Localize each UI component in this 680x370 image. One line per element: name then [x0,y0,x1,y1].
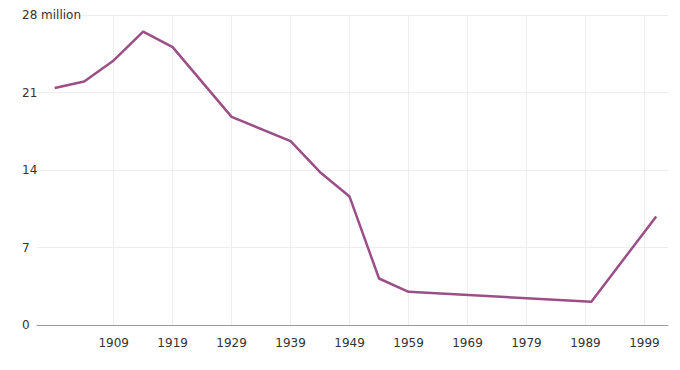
svg-text:1949: 1949 [334,336,365,350]
svg-text:1929: 1929 [216,336,247,350]
svg-text:1979: 1979 [511,336,542,350]
svg-text:1999: 1999 [629,336,660,350]
svg-text:1919: 1919 [157,336,188,350]
svg-text:0: 0 [22,318,30,332]
svg-text:1989: 1989 [570,336,601,350]
svg-text:7: 7 [22,241,30,255]
svg-text:1959: 1959 [393,336,424,350]
svg-text:1969: 1969 [452,336,483,350]
svg-text:1909: 1909 [98,336,129,350]
svg-text:14: 14 [22,163,37,177]
svg-text:1939: 1939 [275,336,306,350]
svg-text:28 million: 28 million [22,8,81,22]
svg-text:21: 21 [22,86,37,100]
